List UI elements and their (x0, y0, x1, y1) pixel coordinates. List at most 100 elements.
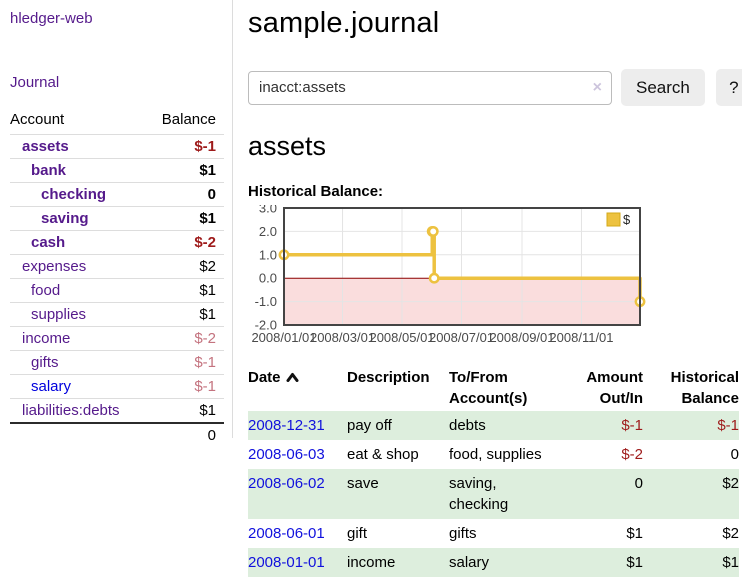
balance-chart-canvas[interactable]: 3.0 2.0 1.0 0.0 -1.0 -2.02008/01/012008/03/01… (248, 201, 650, 347)
transaction-amount: $-2 (621, 446, 643, 463)
account-link[interactable]: expenses (22, 258, 87, 275)
search-input[interactable] (248, 70, 612, 105)
clear-search-icon[interactable]: × (592, 78, 602, 96)
register-header-amount-line1: Amount (586, 369, 643, 386)
transaction-amount: $-1 (621, 417, 643, 434)
accounts-total-value: 0 (146, 422, 224, 447)
transaction-date-link[interactable]: 2008-12-31 (248, 417, 325, 434)
account-link[interactable]: bank (31, 162, 67, 179)
transaction-description: income (347, 554, 396, 571)
register-header-description: Description (347, 369, 430, 386)
transaction-balance: $2 (722, 475, 739, 492)
account-balance: 0 (146, 182, 224, 207)
search-button[interactable]: Search (621, 69, 705, 106)
brand-link[interactable]: hledger-web (10, 10, 93, 27)
register-header-accounts-line1: To/From (449, 369, 508, 386)
register-header-accounts-line2: Account(s) (449, 390, 528, 407)
account-link[interactable]: cash (31, 234, 66, 251)
account-link[interactable]: gifts (31, 354, 59, 371)
account-link[interactable]: assets (22, 138, 69, 155)
account-link[interactable]: saving (41, 210, 89, 227)
account-row: supplies $1 (10, 302, 224, 327)
x-axis-tick-label: 2008/03/01 (310, 330, 375, 345)
legend-label: $ (623, 212, 631, 227)
account-balance: $1 (146, 158, 224, 183)
register-header-balance-line1: Historical (670, 369, 739, 386)
help-button[interactable]: ? (715, 69, 742, 106)
account-balance: $1 (146, 206, 224, 231)
account-link[interactable]: checking (41, 186, 107, 203)
sidebar-item-journal[interactable]: Journal (10, 74, 60, 91)
transaction-amount: 0 (634, 475, 643, 492)
transaction-balance: 0 (730, 446, 739, 463)
transaction-amount: $1 (626, 554, 643, 571)
data-point-marker[interactable] (427, 225, 439, 237)
search-input-wrap: × (248, 70, 612, 105)
plot-border (283, 207, 641, 326)
register-header-accounts: To/From Account(s) (449, 365, 573, 411)
page-title: sample.journal (248, 7, 440, 39)
account-balance: $-1 (146, 350, 224, 375)
accounts-header-balance: Balance (161, 111, 216, 128)
account-link[interactable]: income (22, 330, 71, 347)
register-row: 2008-06-02 save saving, checking 0 $2 (248, 469, 739, 519)
account-balance: $2 (146, 254, 224, 279)
account-balance: $-2 (146, 326, 224, 351)
account-link[interactable]: supplies (31, 306, 87, 323)
transaction-date-link[interactable]: 2008-06-01 (248, 525, 325, 542)
y-axis-tick-label: -2.0 (255, 318, 277, 333)
x-axis-tick-label: 2008/07/01 (429, 330, 494, 345)
balance-chart[interactable]: 3.0 2.0 1.0 0.0 -1.0 -2.0 2008/01/01 2008/03/01… (248, 201, 742, 351)
main-content: sample.journal × Search ? assets Histori… (233, 0, 742, 577)
x-axis-tick-label: 2008/11/01 (549, 330, 613, 345)
register-header-amount-line2: Out/In (599, 390, 643, 407)
accounts-header-account: Account (10, 111, 65, 128)
accounts-table: Account Balance assets $-1 bank $1 checking 0… (10, 107, 224, 447)
account-row: assets $-1 (10, 134, 224, 159)
register-row: 2008-12-31 pay off debts $-1 $-1 (248, 411, 739, 440)
transaction-accounts: food, supplies (449, 446, 542, 463)
transaction-accounts: saving, checking (449, 475, 509, 513)
account-row: cash $-2 (10, 230, 224, 255)
register-row: 2008-06-03 eat & shop food, supplies $-2 0 (248, 440, 739, 469)
transaction-amount: $1 (626, 525, 643, 542)
transaction-date-link[interactable]: 2008-06-03 (248, 446, 325, 463)
transaction-date-link[interactable]: 2008-06-02 (248, 475, 325, 492)
transaction-balance: $2 (722, 525, 739, 542)
accounts-total-spacer (10, 422, 147, 447)
transaction-accounts: gifts (449, 525, 477, 542)
account-balance: $1 (146, 302, 224, 327)
transaction-description: save (347, 475, 379, 492)
account-row: bank $1 (10, 158, 224, 183)
register-header-date-label: Date (248, 369, 281, 386)
legend-swatch (606, 212, 621, 227)
accounts-total-row: 0 (10, 422, 224, 447)
data-point-marker[interactable] (428, 272, 440, 284)
register-row: 2008-06-01 gift gifts $1 $2 (248, 519, 739, 548)
transaction-balance: $1 (722, 554, 739, 571)
x-axis-tick-label: 2008/05/01 (369, 330, 434, 345)
transaction-date-link[interactable]: 2008-01-01 (248, 554, 325, 571)
account-link[interactable]: salary (31, 378, 72, 395)
register-header-balance: Historical Balance (643, 365, 739, 411)
sidebar: hledger-web Journal Account Balance asse… (0, 0, 233, 447)
register-table: Date Description To/From Account(s) Amou… (248, 365, 739, 577)
account-balance: $-2 (146, 230, 224, 255)
chart-title: Historical Balance: (248, 183, 384, 200)
account-row: income $-2 (10, 326, 224, 351)
x-axis-tick-label: 2008/01/01 (251, 330, 316, 345)
y-axis-tick-label: 3.0 (259, 205, 277, 216)
register-row: 2008-01-01 income salary $1 $1 (248, 548, 739, 577)
account-balance: $1 (146, 398, 224, 423)
transaction-description: eat & shop (347, 446, 419, 463)
account-link[interactable]: liabilities:debts (22, 402, 120, 419)
transaction-accounts: salary (449, 554, 490, 571)
y-axis-tick-label: 1.0 (259, 247, 277, 262)
account-link[interactable]: food (31, 282, 61, 299)
account-row: food $1 (10, 278, 224, 303)
search-form: × Search ? (248, 69, 742, 106)
account-row: gifts $-1 (10, 350, 224, 375)
y-axis-tick-label: -1.0 (255, 294, 277, 309)
register-header-date[interactable]: Date (248, 365, 347, 411)
